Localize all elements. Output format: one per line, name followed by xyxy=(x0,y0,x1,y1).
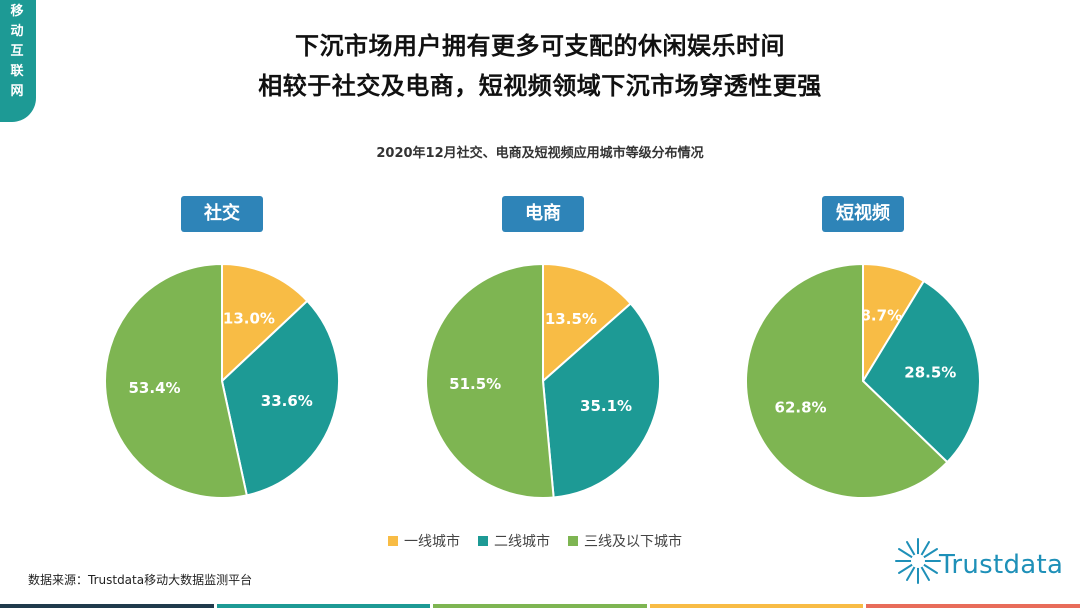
pie-label-social-1: 13.0% xyxy=(223,310,275,328)
legend-item-tier2: 二线城市 xyxy=(478,531,550,551)
logo-text: Trustdata xyxy=(939,550,1064,580)
chart-subtitle: 2020年12月社交、电商及短视频应用城市等级分布情况 xyxy=(376,146,704,161)
data-source-note: 数据来源：Trustdata移动大数据监测平台 xyxy=(28,573,253,587)
pie-label-social-3: 53.4% xyxy=(129,379,181,397)
legend-swatch xyxy=(388,536,398,546)
bottom-bar xyxy=(216,604,431,608)
pie-label-short-video-3: 62.8% xyxy=(775,399,827,417)
bottom-color-bars xyxy=(0,604,1080,608)
legend-item-tier3: 三线及以下城市 xyxy=(568,531,682,551)
pie-title-social: 社交 xyxy=(181,196,263,232)
page-title-line1: 下沉市场用户拥有更多可支配的休闲娱乐时间 xyxy=(295,32,785,60)
trustdata-logo: Trustdata xyxy=(893,536,1068,586)
bottom-bar xyxy=(866,604,1080,608)
legend-swatch xyxy=(478,536,488,546)
pie-slice-short-video-3 xyxy=(745,262,949,499)
pie-slice-social-3 xyxy=(104,262,248,499)
pie-title-ecommerce: 电商 xyxy=(502,196,584,232)
legend-label: 三线及以下城市 xyxy=(584,534,682,550)
corner-tag-char: 动 xyxy=(10,24,24,39)
legend-item-tier1: 一线城市 xyxy=(388,531,460,551)
pie-slice-short-video-2 xyxy=(861,279,981,464)
legend: 一线城市 二线城市 三线及以下城市 xyxy=(388,532,700,550)
corner-tag-char: 移 xyxy=(10,4,24,19)
pie-label-short-video-2: 28.5% xyxy=(904,363,956,381)
legend-label: 一线城市 xyxy=(404,534,460,550)
corner-tag: 移 动 互 联 网 xyxy=(0,0,36,122)
pie-slice-social-2 xyxy=(220,299,340,497)
pie-label-social-2: 33.6% xyxy=(261,392,313,410)
bottom-bar xyxy=(0,604,214,608)
sunburst-icon xyxy=(895,538,941,584)
legend-label: 二线城市 xyxy=(494,534,550,550)
legend-swatch xyxy=(568,536,578,546)
bottom-bar xyxy=(433,604,647,608)
pie-label-ecommerce-2: 35.1% xyxy=(580,397,632,415)
page-title-line2: 相较于社交及电商，短视频领域下沉市场穿透性更强 xyxy=(258,72,822,100)
corner-tag-char: 网 xyxy=(10,84,24,99)
bottom-bar xyxy=(649,604,864,608)
pie-title-short-video: 短视频 xyxy=(822,196,904,232)
corner-tag-char: 互 xyxy=(10,44,24,59)
pie-slice-ecommerce-1 xyxy=(542,262,633,384)
pie-slice-ecommerce-2 xyxy=(541,302,661,499)
pie-label-ecommerce-3: 51.5% xyxy=(449,375,501,393)
pie-label-ecommerce-1: 13.5% xyxy=(545,310,597,328)
pie-slice-social-1 xyxy=(221,262,309,384)
pie-slice-ecommerce-3 xyxy=(425,262,555,499)
corner-tag-char: 联 xyxy=(10,64,24,79)
pie-label-short-video-1: 8.7% xyxy=(861,307,903,325)
